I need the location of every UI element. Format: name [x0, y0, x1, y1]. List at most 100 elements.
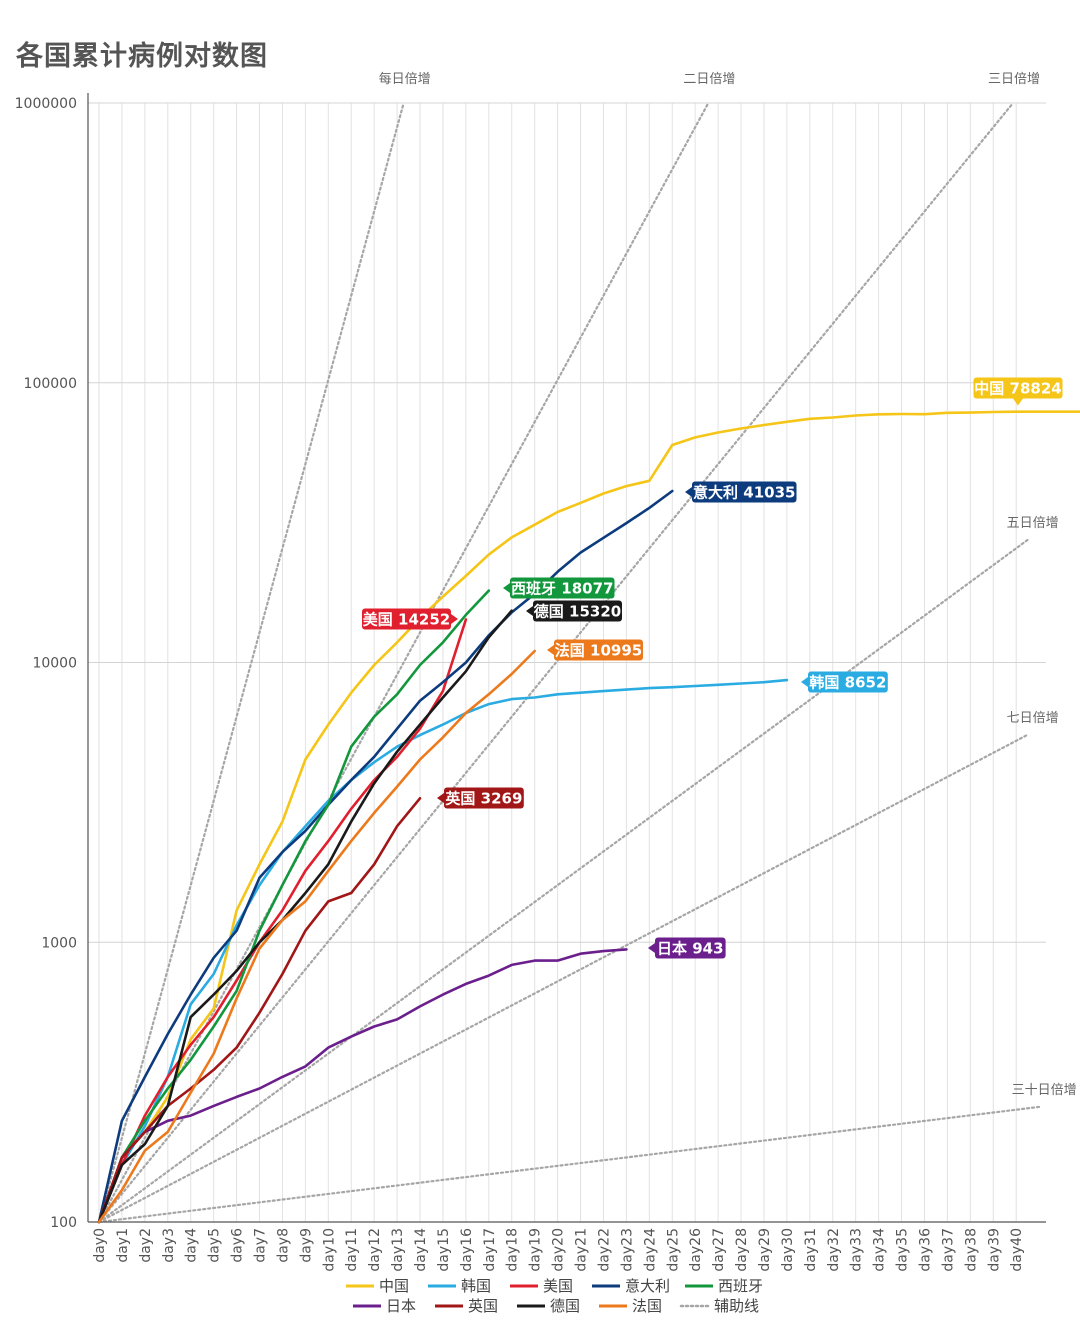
- x-tick-label: day23: [619, 1228, 635, 1272]
- x-tick-label: day30: [780, 1228, 796, 1272]
- guide-label: 七日倍增: [1007, 711, 1059, 726]
- x-tick-label: day0: [92, 1228, 108, 1263]
- svg-text:辅助线: 辅助线: [714, 1297, 759, 1315]
- guide-label: 每日倍增: [379, 71, 431, 87]
- x-tick-label: day13: [390, 1228, 406, 1272]
- series-end-label: 中国 78824: [973, 377, 1063, 406]
- grid-layer: [88, 102, 1046, 1223]
- guide-label: 二日倍增: [683, 72, 735, 87]
- series-line: [97, 678, 789, 1224]
- axis-layer: 100 1000 10000 100000 1000000 day0 day1 day2 day…: [15, 93, 1046, 1272]
- legend-item-guide: 辅助线: [679, 1297, 759, 1315]
- x-tick-label: day39: [986, 1228, 1002, 1272]
- svg-text:韩国: 韩国: [461, 1277, 491, 1295]
- x-tick-label: day4: [184, 1228, 200, 1263]
- x-tick-label: day21: [574, 1228, 590, 1272]
- svg-text:日本 943: 日本 943: [657, 940, 724, 958]
- x-tick-label: day26: [688, 1228, 704, 1272]
- x-tick-label: day17: [482, 1228, 498, 1272]
- x-tick-label: day38: [963, 1228, 979, 1272]
- x-tick-label: day3: [161, 1228, 177, 1263]
- series-end-label: 法国 10995: [547, 639, 643, 661]
- svg-text:西班牙 18077: 西班牙 18077: [511, 580, 613, 598]
- series-line: [97, 618, 468, 1224]
- svg-text:西班牙: 西班牙: [718, 1277, 763, 1295]
- x-tick-label: day33: [849, 1228, 865, 1272]
- legend-item: 意大利: [592, 1277, 670, 1295]
- y-tick-label: 10000: [32, 656, 77, 672]
- guide-line: [97, 538, 1029, 1224]
- guide-line: [97, 733, 1029, 1224]
- svg-text:英国 3269: 英国 3269: [445, 790, 522, 808]
- x-tick-label: day1: [115, 1228, 131, 1263]
- guide-line: [97, 1105, 1041, 1224]
- svg-text:英国: 英国: [468, 1297, 498, 1315]
- x-tick-label: day20: [551, 1228, 567, 1272]
- svg-text:中国: 中国: [379, 1277, 409, 1295]
- x-tick-label: day9: [298, 1228, 314, 1263]
- x-tick-label: day19: [528, 1228, 544, 1272]
- svg-text:法国 10995: 法国 10995: [555, 642, 642, 660]
- svg-text:美国: 美国: [543, 1277, 573, 1295]
- svg-text:德国: 德国: [550, 1297, 580, 1315]
- series-layer: [97, 410, 1080, 1224]
- y-tick-label: 1000: [41, 935, 77, 951]
- x-tick-label: day25: [665, 1228, 681, 1272]
- x-tick-label: day18: [505, 1228, 521, 1272]
- y-tick-label: 1000000: [15, 96, 77, 112]
- x-tick-label: day10: [321, 1228, 337, 1272]
- svg-text:意大利 41035: 意大利 41035: [693, 484, 795, 502]
- guide-label: 三十日倍增: [1012, 1083, 1077, 1098]
- x-tick-label: day7: [253, 1228, 269, 1263]
- series-end-label: 西班牙 18077: [503, 577, 615, 599]
- legend-item: 美国: [510, 1277, 573, 1295]
- series-end-label: 韩国 8652: [801, 671, 888, 693]
- legend-item: 中国: [346, 1277, 409, 1295]
- svg-text:意大利: 意大利: [625, 1277, 670, 1295]
- chart-title: 各国累计病例对数图: [16, 41, 268, 72]
- series-line: [97, 589, 491, 1224]
- svg-text:德国 15320: 德国 15320: [534, 603, 621, 621]
- series-line: [97, 609, 514, 1224]
- series-line: [97, 649, 537, 1224]
- legend-item: 法国: [599, 1297, 662, 1315]
- legend-item: 日本: [353, 1297, 416, 1315]
- x-tick-label: day6: [230, 1228, 246, 1263]
- svg-text:中国 78824: 中国 78824: [974, 380, 1061, 398]
- legend-item: 韩国: [428, 1277, 491, 1295]
- y-tick-label: 100000: [24, 376, 77, 392]
- x-tick-label: day36: [917, 1228, 933, 1272]
- series-end-label: 英国 3269: [437, 787, 524, 809]
- legend-item: 英国: [435, 1297, 498, 1315]
- guide-line: [97, 101, 1015, 1224]
- series-line: [97, 489, 674, 1224]
- guide-line: [97, 101, 405, 1224]
- guide-line: [97, 101, 710, 1224]
- series-end-label: 日本 943: [648, 937, 726, 959]
- x-tick-label: day12: [367, 1228, 383, 1272]
- x-tick-label: day28: [734, 1228, 750, 1272]
- svg-text:美国 14252: 美国 14252: [363, 611, 450, 629]
- series-line: [97, 796, 422, 1224]
- y-tick-label: 100: [50, 1215, 77, 1231]
- svg-text:日本: 日本: [386, 1297, 416, 1315]
- x-tick-label: day35: [895, 1228, 911, 1272]
- x-tick-label: day2: [138, 1228, 154, 1263]
- legend-item: 西班牙: [685, 1277, 763, 1295]
- series-end-label: 美国 14252: [362, 608, 458, 630]
- x-tick-label: day32: [826, 1228, 842, 1272]
- x-tick-label: day31: [803, 1228, 819, 1272]
- guide-label: 三日倍增: [988, 72, 1040, 87]
- svg-text:法国: 法国: [632, 1297, 662, 1315]
- x-tick-label: day14: [413, 1228, 429, 1272]
- x-tick-label: day29: [757, 1228, 773, 1272]
- series-line: [97, 948, 628, 1224]
- legend-item: 德国: [517, 1297, 580, 1315]
- x-tick-label: day5: [207, 1228, 223, 1263]
- x-tick-label: day15: [436, 1228, 452, 1272]
- x-tick-label: day40: [1009, 1228, 1025, 1272]
- series-end-label: 意大利 41035: [685, 481, 797, 503]
